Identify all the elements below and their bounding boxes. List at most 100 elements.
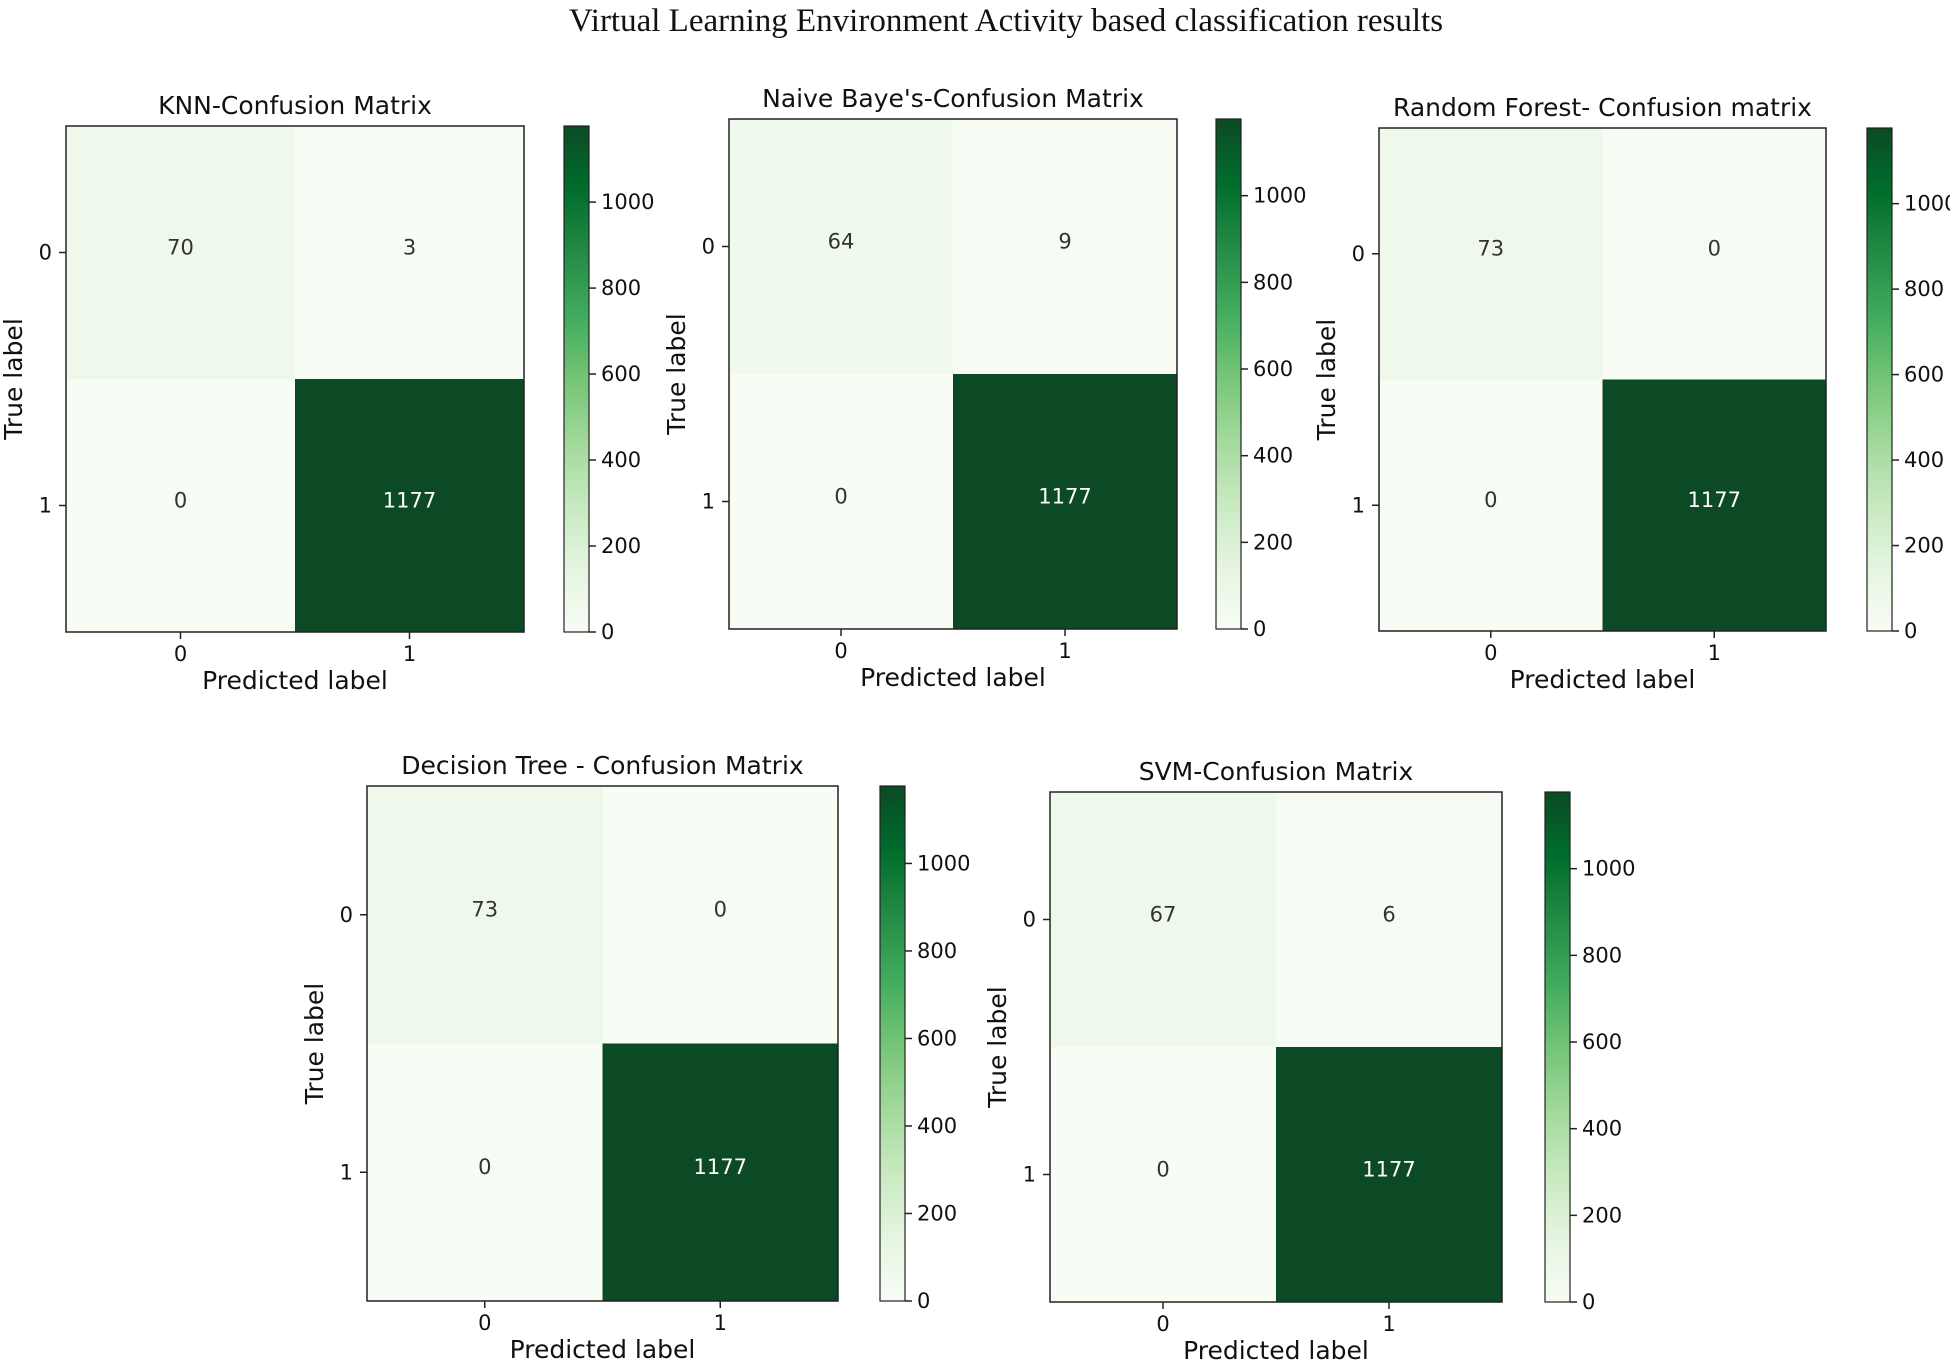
- cell-value-label: 0: [1156, 1157, 1169, 1181]
- matrix-cell-r1-c0: [1050, 1047, 1276, 1302]
- axes-frame: [1049, 791, 1503, 1303]
- chart-title: SVM-Confusion Matrix: [1139, 757, 1414, 786]
- y-tick-label: 1: [1023, 1163, 1036, 1187]
- colorbar-tick-label: 200: [601, 534, 641, 558]
- matrix-cell-r0-c1: [295, 126, 524, 379]
- y-tick-label: 0: [39, 241, 52, 265]
- matrix-cell-r1-c1: [295, 379, 524, 632]
- cell-value-label: 73: [471, 898, 498, 922]
- matrix-cell-r1-c1: [602, 1043, 838, 1301]
- y-axis-label: True label: [983, 986, 1012, 1109]
- y-tick-label: 1: [340, 1160, 353, 1184]
- colorbar-tick-label: 0: [601, 620, 614, 644]
- colorbar-tick-label: 400: [1904, 448, 1944, 472]
- colorbar-tick-label: 600: [1582, 1030, 1622, 1054]
- y-tick-label: 1: [39, 494, 52, 518]
- x-tick-label: 0: [174, 642, 187, 666]
- colorbar-tick-label: 200: [1582, 1203, 1622, 1227]
- matrix-cell-r0-c1: [602, 786, 838, 1044]
- cell-value-label: 1177: [1038, 484, 1091, 508]
- colorbar-tick-label: 400: [601, 448, 641, 472]
- cell-value-label: 0: [714, 898, 727, 922]
- cell-value-label: 9: [1058, 229, 1071, 253]
- cell-value-label: 0: [174, 488, 187, 512]
- colorbar: [563, 125, 590, 633]
- confusion-matrix-panel-5: SVM-Confusion Matrix 67 6 0 1177 0 1 0 1 Predicte…: [983, 757, 1635, 1365]
- cell-value-label: 3: [403, 235, 416, 259]
- confusion-matrix-panel-3: Random Forest- Confusion matrix 73 0 0 1177 0…: [1312, 93, 1950, 694]
- figure-title: Virtual Learning Environment Activity ba…: [569, 3, 1443, 39]
- y-axis-label: True label: [0, 318, 28, 441]
- matrix-cell-r0-c1: [1602, 128, 1826, 380]
- colorbar-tick-label: 800: [601, 276, 641, 300]
- x-tick-label: 0: [478, 1311, 491, 1335]
- matrix-cell-r0-c0: [1379, 128, 1603, 380]
- colorbar-tick-label: 1000: [1904, 192, 1950, 216]
- matrix-cell-r1-c0: [66, 379, 295, 632]
- chart-title: KNN-Confusion Matrix: [158, 91, 432, 120]
- chart-title: Decision Tree - Confusion Matrix: [401, 751, 803, 780]
- colorbar-tick-label: 0: [1904, 619, 1917, 643]
- cell-value-label: 67: [1150, 902, 1177, 926]
- colorbar-tick-label: 800: [1582, 943, 1622, 967]
- cell-value-label: 6: [1382, 902, 1395, 926]
- matrix-cell-r1-c0: [367, 1043, 603, 1301]
- cell-value-label: 1177: [1362, 1157, 1415, 1181]
- confusion-matrix-panel-4: Decision Tree - Confusion Matrix 73 0 0 1177…: [300, 751, 970, 1364]
- colorbar-tick-label: 800: [1904, 277, 1944, 301]
- y-tick-label: 0: [1023, 908, 1036, 932]
- colorbar-tick-label: 400: [917, 1114, 957, 1138]
- cell-value-label: 64: [828, 229, 855, 253]
- y-tick-label: 0: [340, 903, 353, 927]
- colorbar-tick-label: 400: [1253, 444, 1293, 468]
- colorbar: [879, 785, 906, 1302]
- colorbar-tick-label: 600: [601, 362, 641, 386]
- matrix-cell-r1-c1: [1602, 379, 1826, 631]
- matrix-cell-r0-c0: [66, 126, 295, 379]
- x-tick-label: 0: [1484, 641, 1497, 665]
- colorbar-tick-label: 200: [1904, 534, 1944, 558]
- confusion-matrix-panel-1: KNN-Confusion Matrix 70 3 0 1177 0 1 0 1 Predicte…: [0, 91, 654, 695]
- colorbar-tick-label: 200: [917, 1201, 957, 1225]
- cell-value-label: 1177: [1688, 488, 1741, 512]
- x-axis-label: Predicted label: [1510, 665, 1696, 694]
- x-tick-label: 1: [1382, 1312, 1395, 1336]
- matrix-cell-r0-c0: [1050, 792, 1276, 1047]
- cell-value-label: 0: [1708, 237, 1721, 261]
- y-tick-label: 1: [1352, 493, 1365, 517]
- colorbar-tick-label: 200: [1253, 530, 1293, 554]
- x-tick-label: 0: [834, 639, 847, 663]
- cell-value-label: 0: [478, 1155, 491, 1179]
- matrix-cell-r1-c1: [953, 374, 1177, 629]
- y-tick-label: 0: [1352, 242, 1365, 266]
- cell-value-label: 1177: [694, 1155, 747, 1179]
- colorbar-tick-label: 0: [1253, 617, 1266, 641]
- colorbar-tick-label: 600: [1253, 357, 1293, 381]
- colorbar-tick-label: 0: [1582, 1290, 1595, 1314]
- colorbar-tick-label: 600: [917, 1026, 957, 1050]
- colorbar-tick-label: 800: [917, 939, 957, 963]
- axes-frame: [65, 125, 525, 633]
- y-tick-label: 0: [702, 235, 715, 259]
- colorbar-tick-label: 600: [1904, 363, 1944, 387]
- chart-title: Naive Baye's-Confusion Matrix: [762, 84, 1144, 113]
- matrix-cell-r1-c0: [1379, 379, 1603, 631]
- x-axis-label: Predicted label: [202, 666, 388, 695]
- x-tick-label: 1: [1058, 639, 1071, 663]
- cell-value-label: 1177: [383, 488, 436, 512]
- y-axis-label: True label: [662, 313, 691, 436]
- axes-frame: [366, 785, 839, 1302]
- colorbar-tick-label: 1000: [1253, 184, 1306, 208]
- matrix-cell-r0-c1: [1276, 792, 1502, 1047]
- x-tick-label: 1: [403, 642, 416, 666]
- matrix-cell-r0-c0: [367, 786, 603, 1044]
- chart-title: Random Forest- Confusion matrix: [1393, 93, 1812, 122]
- x-axis-label: Predicted label: [860, 663, 1046, 692]
- x-axis-label: Predicted label: [1183, 1336, 1369, 1365]
- colorbar-tick-label: 1000: [917, 851, 970, 875]
- x-axis-label: Predicted label: [510, 1335, 696, 1364]
- x-tick-label: 1: [714, 1311, 727, 1335]
- matrix-cell-r1-c1: [1276, 1047, 1502, 1302]
